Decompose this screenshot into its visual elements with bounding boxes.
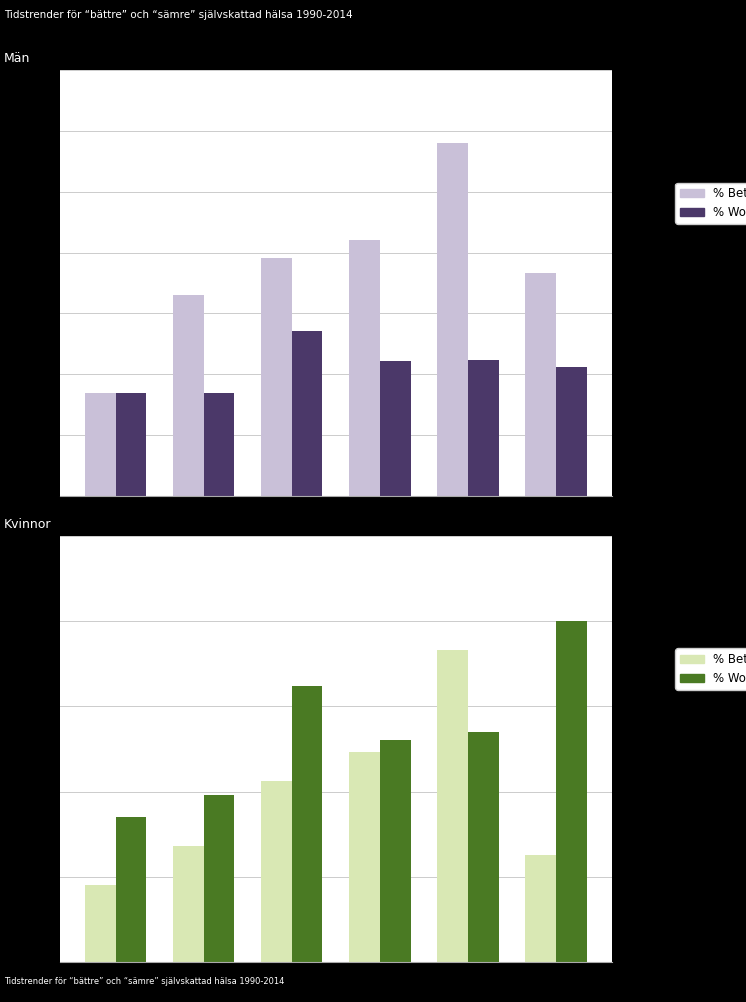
Bar: [261, 782, 292, 962]
Legend: % Better, % Worse: % Better, % Worse: [675, 648, 746, 689]
Bar: [556, 367, 586, 496]
Bar: [468, 731, 498, 962]
Bar: [173, 846, 204, 962]
Bar: [525, 855, 556, 962]
Bar: [85, 886, 116, 962]
Bar: [85, 393, 116, 496]
Bar: [261, 258, 292, 496]
Bar: [173, 296, 204, 496]
Bar: [525, 274, 556, 496]
Bar: [116, 393, 146, 496]
Bar: [380, 361, 410, 496]
Text: Tidstrender för “bättre” och “sämre” självskattad hälsa 1990-2014: Tidstrender för “bättre” och “sämre” sjä…: [4, 978, 284, 986]
Bar: [349, 240, 380, 496]
Bar: [292, 331, 322, 496]
Bar: [204, 795, 234, 962]
Text: Tidstrender för “bättre” och “sämre” självskattad hälsa 1990-2014: Tidstrender för “bättre” och “sämre” sjä…: [4, 10, 352, 20]
Text: Kvinnor: Kvinnor: [4, 518, 51, 530]
Legend: % Better, % Worse: % Better, % Worse: [675, 182, 746, 223]
Bar: [468, 360, 498, 496]
Bar: [292, 686, 322, 962]
Bar: [204, 393, 234, 496]
Bar: [349, 753, 380, 962]
Text: Män: Män: [4, 52, 30, 64]
Bar: [380, 740, 410, 962]
Bar: [437, 143, 468, 496]
Bar: [116, 818, 146, 962]
Bar: [437, 650, 468, 962]
Bar: [556, 621, 586, 962]
